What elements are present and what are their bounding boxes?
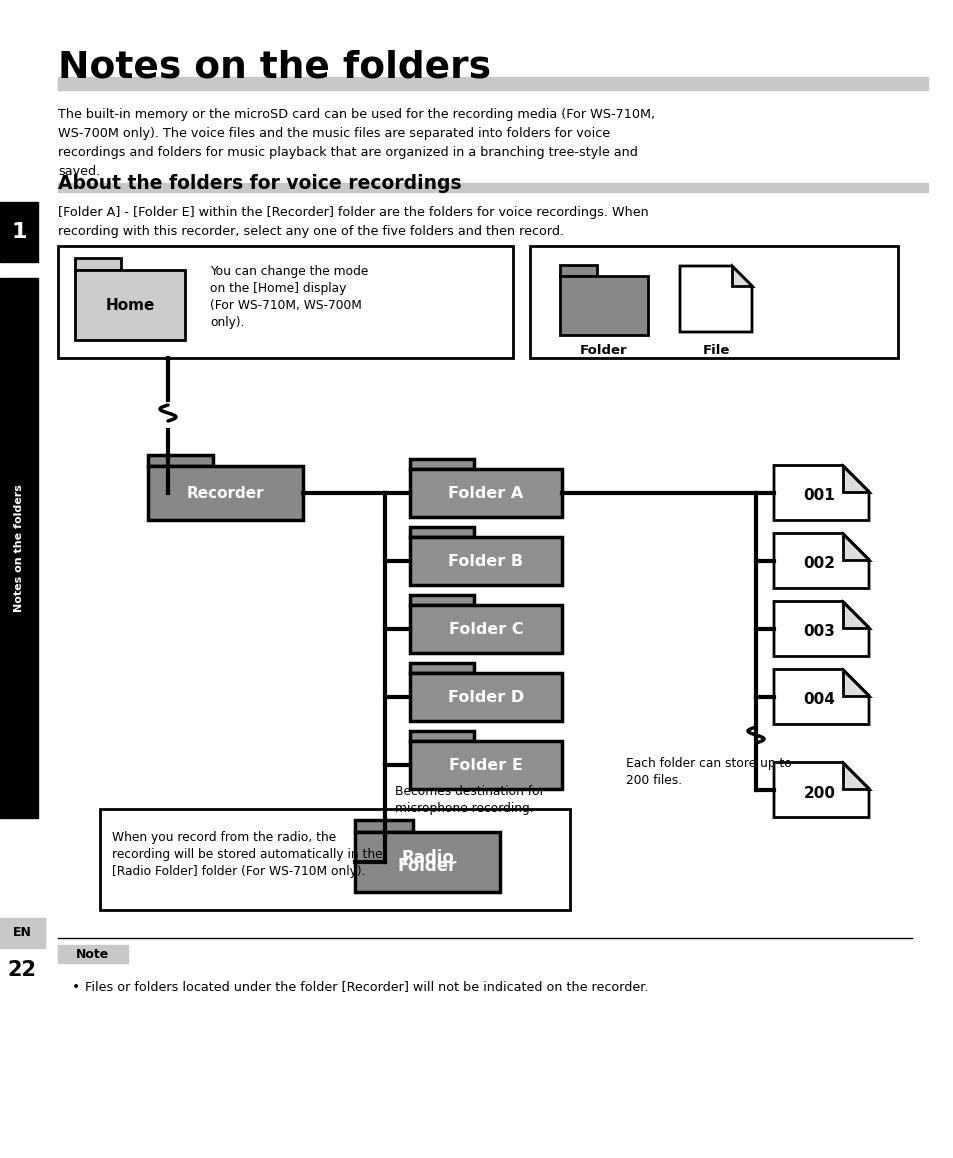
- Bar: [410, 731, 474, 741]
- Text: [Radio Folder] folder (For WS-710M only).: [Radio Folder] folder (For WS-710M only)…: [112, 865, 365, 878]
- Bar: [75, 258, 121, 270]
- Bar: [410, 527, 474, 537]
- Polygon shape: [773, 601, 868, 657]
- Bar: [410, 673, 561, 721]
- Bar: [410, 537, 561, 585]
- Text: Each folder can store up to: Each folder can store up to: [625, 757, 791, 770]
- Polygon shape: [842, 534, 868, 559]
- Polygon shape: [679, 266, 751, 332]
- Polygon shape: [773, 669, 868, 725]
- Text: recording will be stored automatically in the: recording will be stored automatically i…: [112, 848, 382, 862]
- Bar: [410, 469, 561, 516]
- Polygon shape: [773, 762, 868, 818]
- Text: WS-700M only). The voice files and the music files are separated into folders fo: WS-700M only). The voice files and the m…: [58, 127, 610, 140]
- Bar: [0, 201, 38, 262]
- Text: Folder A: Folder A: [448, 485, 523, 500]
- Text: File: File: [701, 344, 729, 357]
- Bar: [410, 741, 561, 789]
- Text: saved.: saved.: [58, 164, 100, 178]
- Bar: [559, 265, 597, 276]
- Text: [Folder A] - [Folder E] within the [Recorder] folder are the folders for voice r: [Folder A] - [Folder E] within the [Reco…: [58, 206, 648, 219]
- Text: Recorder: Recorder: [187, 485, 264, 500]
- Text: 004: 004: [802, 692, 835, 708]
- Bar: [100, 809, 569, 910]
- Polygon shape: [773, 466, 868, 520]
- Polygon shape: [773, 534, 868, 588]
- Polygon shape: [842, 669, 868, 696]
- Text: EN: EN: [12, 926, 31, 939]
- Text: Note: Note: [76, 947, 110, 960]
- Text: recording with this recorder, select any one of the five folders and then record: recording with this recorder, select any…: [58, 225, 563, 239]
- Text: on the [Home] display: on the [Home] display: [210, 283, 346, 295]
- Bar: [148, 455, 213, 466]
- Polygon shape: [842, 601, 868, 628]
- Bar: [355, 831, 499, 892]
- Text: Folder C: Folder C: [448, 622, 523, 637]
- Text: 002: 002: [802, 557, 835, 572]
- Text: Folder: Folder: [579, 344, 627, 357]
- Text: You can change the mode: You can change the mode: [210, 265, 368, 278]
- Text: When you record from the radio, the: When you record from the radio, the: [112, 831, 335, 844]
- Bar: [355, 820, 413, 831]
- Text: (For WS-710M, WS-700M: (For WS-710M, WS-700M: [210, 299, 361, 312]
- Bar: [58, 183, 927, 192]
- Bar: [410, 604, 561, 653]
- Text: 003: 003: [802, 624, 835, 639]
- Bar: [0, 278, 38, 818]
- Bar: [559, 276, 647, 335]
- Text: Folder D: Folder D: [447, 689, 523, 704]
- Text: Folder B: Folder B: [448, 554, 523, 569]
- Text: Files or folders located under the folder [Recorder] will not be indicated on th: Files or folders located under the folde…: [85, 980, 648, 994]
- Bar: [410, 664, 474, 673]
- Text: 200 files.: 200 files.: [625, 774, 681, 787]
- Text: Folder: Folder: [397, 857, 456, 875]
- Bar: [75, 270, 185, 340]
- Text: Notes on the folders: Notes on the folders: [14, 484, 24, 611]
- Text: recordings and folders for music playback that are organized in a branching tree: recordings and folders for music playbac…: [58, 146, 638, 159]
- Text: •: •: [71, 980, 80, 994]
- Text: The built-in memory or the microSD card can be used for the recording media (For: The built-in memory or the microSD card …: [58, 108, 655, 120]
- Polygon shape: [842, 762, 868, 789]
- Text: only).: only).: [210, 316, 244, 329]
- Text: Home: Home: [105, 298, 154, 313]
- Text: Notes on the folders: Notes on the folders: [58, 50, 491, 86]
- Bar: [58, 245, 513, 358]
- Text: 200: 200: [802, 785, 835, 800]
- Bar: [0, 918, 45, 948]
- Bar: [148, 466, 303, 520]
- Bar: [530, 245, 897, 358]
- Text: Becomes destination for: Becomes destination for: [395, 785, 544, 798]
- Bar: [58, 76, 927, 90]
- Text: Folder E: Folder E: [449, 757, 522, 772]
- Bar: [58, 945, 128, 963]
- Text: Radio: Radio: [400, 849, 454, 867]
- Polygon shape: [731, 266, 751, 286]
- Text: microphone recording.: microphone recording.: [395, 802, 533, 815]
- Bar: [410, 595, 474, 604]
- Polygon shape: [842, 466, 868, 491]
- Text: About the folders for voice recordings: About the folders for voice recordings: [58, 174, 461, 193]
- Text: 1: 1: [11, 222, 27, 242]
- Text: 001: 001: [802, 489, 835, 504]
- Text: 22: 22: [8, 960, 36, 980]
- Bar: [410, 459, 474, 469]
